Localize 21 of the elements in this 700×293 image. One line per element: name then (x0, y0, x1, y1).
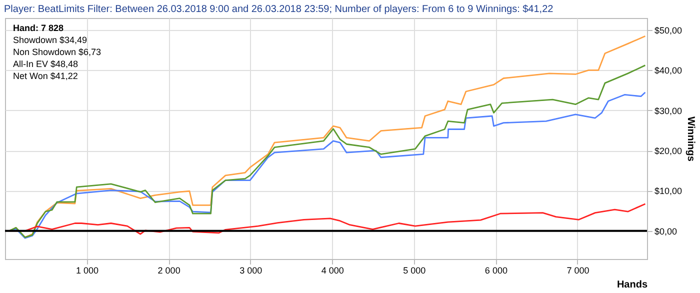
y-tick-label: $20,00 (654, 146, 682, 156)
y-tick-label: $50,00 (654, 26, 682, 36)
annotation: Showdown $34,49 (13, 35, 88, 45)
annotation: Non Showdown $6,73 (13, 47, 102, 57)
x-tick-label: 3 000 (240, 266, 262, 276)
x-tick-label: 6 000 (484, 266, 508, 276)
annotation: Net Won $41,22 (13, 71, 78, 81)
chart-title: Player: BeatLimits Filter: Between 26.03.2018 9:00 and 26.03.2018 23:59; Number of players: From 6 to 9 Winnings: $41,22 (4, 4, 554, 15)
x-axis-title: Hands (616, 280, 648, 290)
y-tick-label: $30,00 (654, 106, 682, 116)
x-tick-label: 5 000 (403, 266, 426, 276)
y-tick-label: $40,00 (654, 66, 682, 76)
x-tick-label: 4 000 (321, 266, 344, 276)
x-tick-label: 7 000 (566, 266, 590, 276)
y-axis-title: Winnings (685, 116, 696, 162)
annotation: All-In EV $48,48 (13, 59, 78, 69)
x-tick-label: 2 000 (158, 266, 180, 276)
y-tick-label: $10,00 (654, 186, 682, 196)
x-tick-label: 1 000 (76, 266, 99, 276)
y-tick-label: $0,00 (654, 226, 678, 236)
annotation: Hand: 7 828 (13, 23, 64, 33)
